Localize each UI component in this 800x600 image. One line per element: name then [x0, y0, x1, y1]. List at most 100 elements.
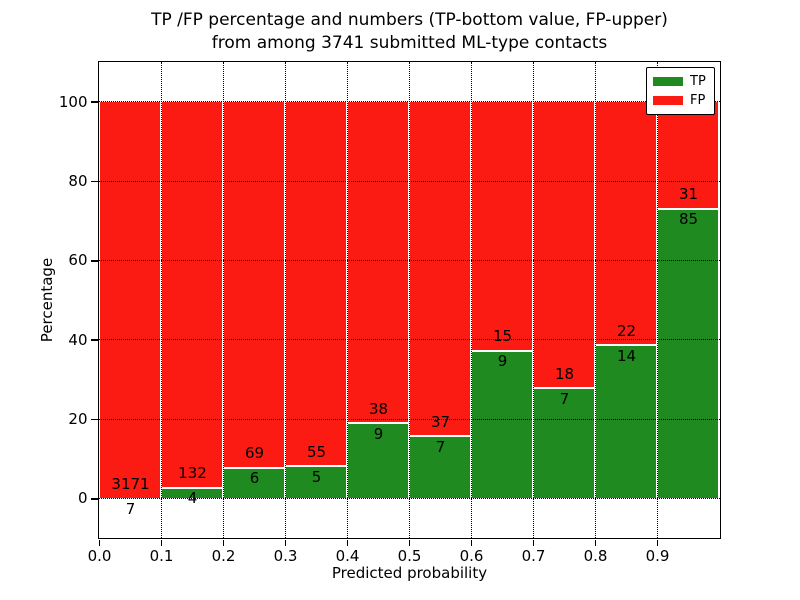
bar-segment-fp [658, 101, 718, 208]
x-tick [532, 539, 535, 546]
x-tick [98, 539, 101, 546]
bar-segment-tp [534, 387, 594, 499]
x-tick [656, 539, 659, 546]
bar-label-tp: 85 [678, 210, 699, 229]
y-tick [91, 180, 98, 183]
bar-segment-tp [596, 344, 656, 499]
x-tick-label: 0.2 [211, 546, 236, 565]
x-tick [160, 539, 163, 546]
bar-label-fp: 31 [678, 185, 699, 204]
bar-column [99, 101, 161, 499]
grid-hline [99, 339, 720, 341]
bar-label-fp: 15 [492, 327, 513, 346]
bar-segment-fp [534, 101, 594, 388]
x-tick-label: 0.4 [335, 546, 360, 565]
x-tick-label: 0.9 [645, 546, 670, 565]
grid-vline [284, 62, 286, 538]
bar-column [409, 101, 471, 499]
bar-column [161, 101, 223, 499]
bar-segment-tp [472, 349, 532, 499]
x-tick [470, 539, 473, 546]
bar-column [223, 101, 285, 499]
bar-label-fp: 22 [616, 321, 637, 340]
x-tick-label: 0.6 [459, 546, 484, 565]
y-tick [91, 339, 98, 341]
x-tick [408, 539, 411, 546]
grid-vline [532, 62, 534, 538]
bar-segment-fp [348, 101, 408, 423]
chart-title-line-2: from among 3741 submitted ML-type contac… [211, 33, 608, 53]
bar-segment-fp [472, 101, 532, 350]
y-tick-label: 40 [68, 330, 88, 349]
bar-label-fp: 55 [306, 442, 327, 461]
bar-segment-tp [348, 422, 408, 499]
grid-vline [222, 62, 224, 538]
grid-vline [594, 62, 596, 538]
legend-swatch-fp [653, 96, 683, 105]
bar-column [533, 101, 595, 499]
bar-label-fp: 69 [244, 444, 265, 463]
y-tick [91, 418, 98, 421]
x-tick-label: 0.0 [87, 546, 112, 565]
plot-area [98, 61, 721, 539]
bar-label-tp: 7 [125, 499, 136, 518]
legend-swatch-tp [653, 77, 683, 86]
legend-item-tp: TP [653, 72, 714, 91]
grid-vline [656, 62, 658, 538]
bar-segment-fp [286, 101, 346, 466]
bar-label-fp: 3171 [111, 474, 150, 493]
bar-segment-fp [596, 101, 656, 345]
bar-column [471, 101, 533, 499]
bar-segment-tp [162, 486, 222, 499]
y-tick-label: 20 [68, 410, 88, 428]
y-axis-label: Percentage [38, 257, 56, 343]
bar-column [595, 101, 657, 499]
chart-title: TP /FP percentage and numbers (TP-bottom… [99, 9, 720, 55]
bar-label-fp: 132 [178, 464, 207, 483]
x-tick-label: 0.8 [583, 546, 608, 565]
bar-label-tp: 7 [559, 389, 570, 408]
bar-label-tp: 14 [616, 346, 637, 365]
bar-label-fp: 38 [368, 399, 389, 418]
legend-label-fp: FP [690, 93, 706, 108]
y-tick-label: 100 [58, 92, 88, 111]
y-tick-label: 60 [68, 251, 88, 270]
bar-label-tp: 6 [249, 469, 260, 488]
x-tick [346, 539, 349, 546]
grid-hline [99, 101, 720, 103]
bar-column [347, 101, 409, 499]
grid-vline [160, 62, 162, 538]
bar-segment-fp [410, 101, 470, 436]
bar-label-tp: 5 [311, 467, 322, 486]
bar-segment-fp [100, 101, 160, 498]
legend: TP FP [646, 67, 715, 115]
grid-hline [99, 259, 720, 261]
bar-segment-tp [224, 466, 284, 499]
y-tick [91, 498, 98, 500]
x-tick [222, 539, 225, 546]
legend-item-fp: FP [653, 91, 714, 110]
bar-segment-tp [410, 435, 470, 499]
x-tick [594, 539, 597, 546]
bar-label-tp: 9 [497, 352, 508, 371]
y-tick-label: 0 [77, 489, 88, 508]
grid-hline [99, 418, 720, 420]
x-tick [284, 539, 287, 546]
chart-title-line-1: TP /FP percentage and numbers (TP-bottom… [151, 10, 668, 30]
grid-vline [470, 62, 472, 538]
y-tick-label: 80 [68, 172, 88, 190]
bar-segment-tp [286, 465, 346, 499]
x-tick-label: 0.1 [149, 546, 174, 565]
bar-column [285, 101, 347, 499]
grid-vline [346, 62, 348, 538]
x-tick-label: 0.5 [397, 546, 422, 565]
y-tick [91, 101, 98, 103]
grid-vline [408, 62, 410, 538]
bar-label-tp: 9 [373, 424, 384, 443]
legend-label-tp: TP [690, 74, 706, 89]
grid-hline [99, 180, 720, 182]
bar-label-fp: 18 [554, 364, 575, 383]
bar-label-tp: 7 [435, 437, 446, 456]
bar-label-tp: 4 [187, 489, 198, 508]
